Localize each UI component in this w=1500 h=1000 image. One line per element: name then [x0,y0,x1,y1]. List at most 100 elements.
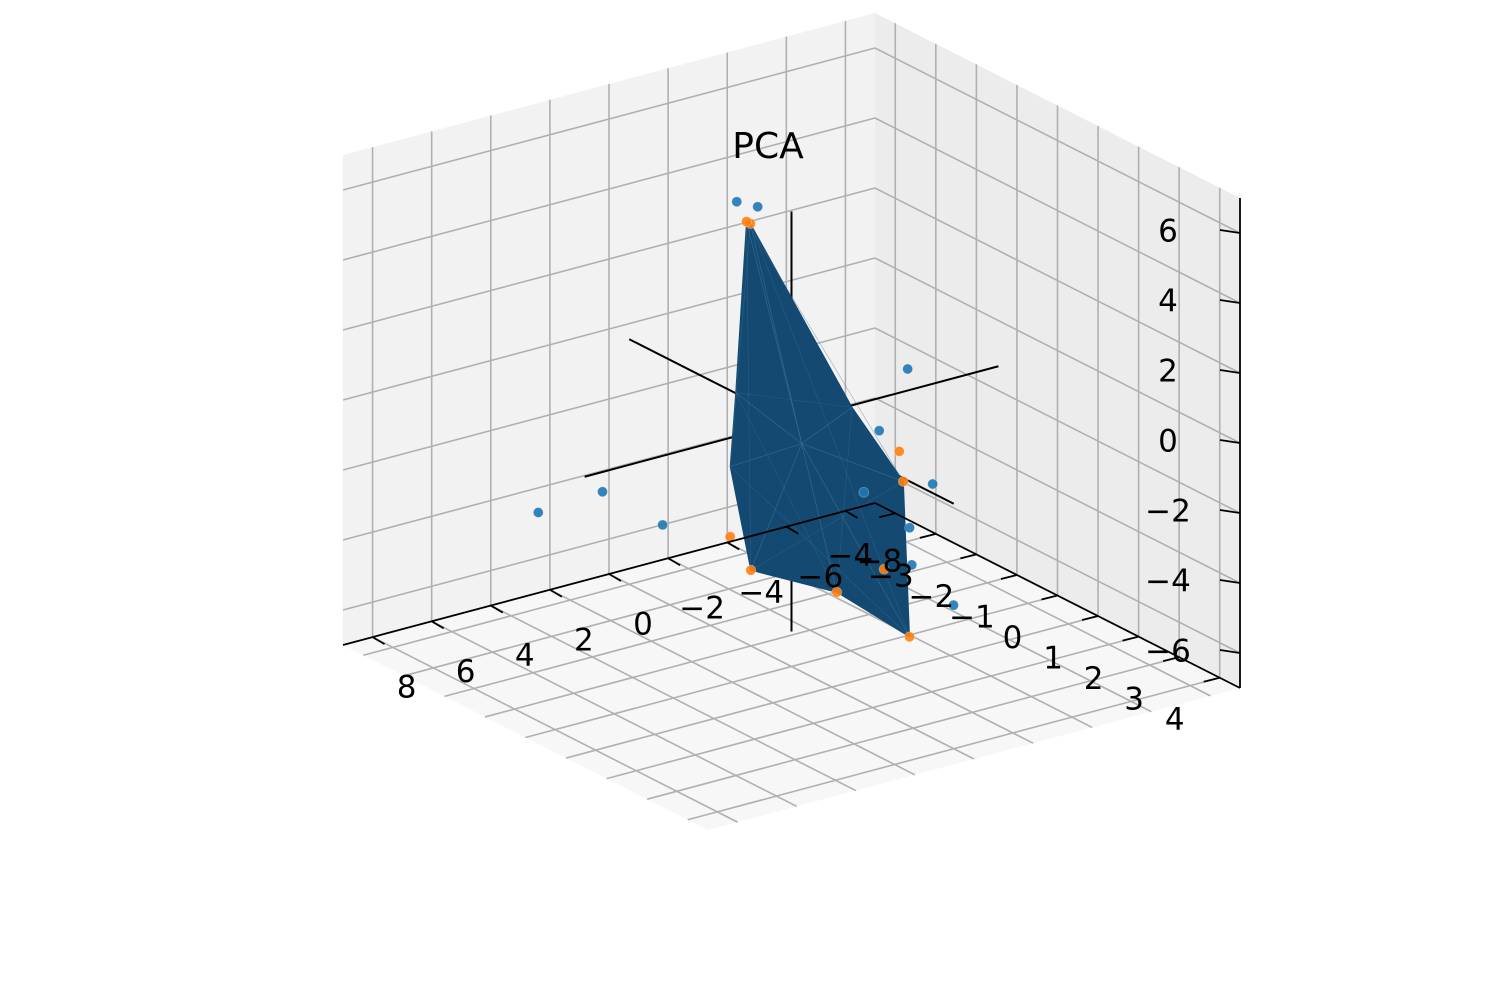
surface-mesh-edge [836,407,853,593]
grid-line-y-floor [525,594,1058,739]
grid-line-z-right [342,257,876,401]
z-axis-label: −4 [1145,564,1191,600]
scatter-point-series-1 [902,363,914,375]
grid-line-y-floor [687,676,1220,821]
y-axis-label: −2 [909,579,955,615]
y-axis-label: −3 [868,558,914,594]
y-axis-label: −1 [949,599,995,635]
y-axis-label: 2 [1084,661,1104,697]
grid-line-z-left [874,467,1241,654]
y-axis-tick [1041,594,1058,601]
scatter-point-series-2 [897,476,909,487]
y-axis-tick [1162,656,1180,663]
grid-line-y-floor [606,635,1139,780]
surface-mesh-edge [801,443,904,482]
grid-line-z-right [342,47,876,191]
x-axis-tick [549,589,563,598]
y-axis-tick [1122,635,1139,642]
z-axis-tick [1219,509,1241,514]
surface-mesh-edge [730,443,802,467]
y-axis-tick [879,512,896,519]
scatter-point-series-1 [927,478,939,490]
scatter-point-series-2 [878,563,890,575]
grid-line-z-right [342,117,876,261]
grid-line-y-floor [484,574,1018,718]
y-axis-tick [1203,676,1220,683]
z-axis-label: −2 [1145,494,1191,530]
x-axis-tick [785,525,799,535]
scatter-point-series-1 [904,522,915,534]
y-axis-label: 3 [1124,682,1144,718]
scatter-point-series-1 [752,201,764,213]
z-axis-label: 0 [1158,424,1178,460]
x-axis-label: 2 [574,622,594,658]
x-axis-tick [431,620,445,630]
scatter-point-series-1 [532,507,544,518]
y-axis-label: 0 [1003,620,1023,656]
scatter-point-series-1 [873,425,885,437]
grid-line-z-left [874,47,1241,234]
scatter-point-series-1 [731,196,743,208]
surface-mesh-edge [735,392,853,408]
grid-line-z-left [874,327,1241,514]
grid-line-y-floor [646,656,1180,800]
scatter-point-series-2 [741,216,752,227]
z-axis-tick [1219,299,1241,304]
scatter-point-series-2 [904,631,915,643]
z-axis-tick [1219,439,1241,444]
surface-mesh-edge [801,443,910,638]
surface-mesh-edge [746,221,803,444]
y-axis-label: 4 [1165,702,1185,738]
z-axis-label: 4 [1158,284,1178,320]
surface-mesh-edge [750,481,904,571]
grid-line-z-right [342,187,876,331]
y-axis-label: 1 [1043,641,1063,677]
z-axis-tick [1219,369,1241,374]
z-axis-tick [1219,229,1241,234]
grid-line-z-left [874,397,1241,584]
surface-mesh-edge [746,221,904,482]
x-axis-tick [490,604,504,614]
x-axis-label: −4 [738,575,784,611]
scatter-point-series-1 [948,599,959,611]
x-axis-label: −2 [679,591,725,627]
tick-marks [372,229,1241,683]
scatter-point-series-2 [745,564,757,576]
scatter-point-series-1 [657,519,669,531]
grid-line-z-left [874,117,1241,304]
surface-mesh-edge [735,392,838,593]
x-axis-label: 8 [397,670,417,706]
z-axis-tick [1219,649,1241,654]
surface-mesh-edge [729,466,910,638]
x-axis-label: 0 [633,607,653,643]
x-axis-label: 6 [456,654,476,690]
x-axis-tick [844,510,858,519]
x-axis-tick [726,541,740,551]
scatter-point-series-2 [831,586,843,598]
scatter-point-series-1 [858,486,870,498]
x-axis-tick [667,557,681,566]
z-axis-tick [1219,579,1241,584]
scatter-point-series-1 [906,559,918,571]
scatter-points [532,196,959,643]
surface-mesh-edge [801,407,853,444]
surface-mesh-edge [749,223,803,444]
surface-hull [729,221,911,638]
chart-title: PCA [732,126,804,167]
x-axis-label: 4 [515,638,535,674]
y-axis-tick [1000,574,1018,580]
grid-lines [342,20,1241,823]
z-axis-label: 2 [1158,354,1178,390]
x-axis-tick [372,636,386,645]
grid-line-z-left [874,187,1241,374]
z-axis-label: 6 [1158,214,1178,250]
x-axis-label: −8 [857,543,903,579]
y-axis-tick [1081,615,1099,621]
x-axis-tick [608,573,622,582]
grid-line-y-floor [565,615,1099,759]
y-axis-tick [960,553,977,560]
scatter-point-series-1 [597,486,608,498]
surface-mesh-edge [746,221,752,571]
